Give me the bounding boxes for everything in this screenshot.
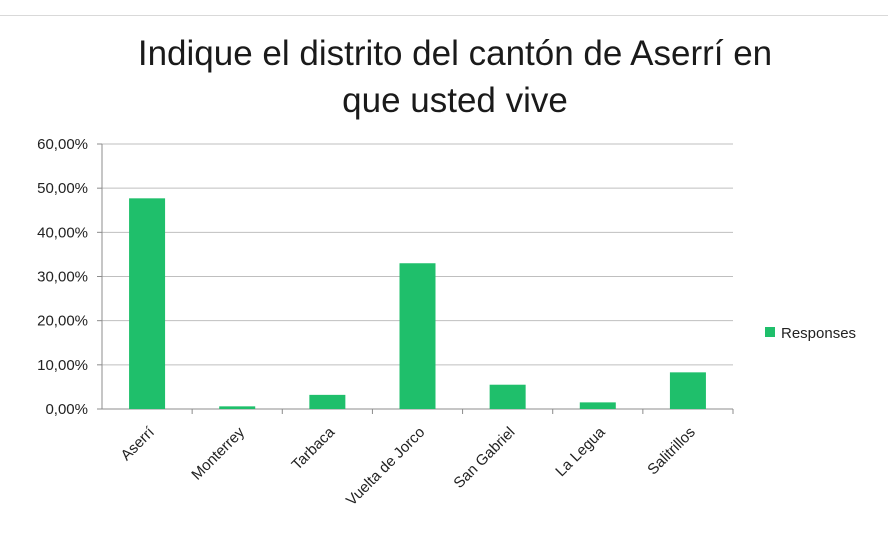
x-tick-label: Aserrí <box>118 423 159 464</box>
chart-title: Indique el distrito del cantón de Aserrí… <box>60 30 850 124</box>
y-tick-label: 10,00% <box>37 357 88 374</box>
bar <box>669 372 706 409</box>
y-tick-label: 50,00% <box>37 180 88 197</box>
y-tick-label: 30,00% <box>37 269 88 286</box>
y-tick-label: 20,00% <box>37 313 88 330</box>
bar <box>219 406 256 409</box>
legend-label: Responses <box>781 325 856 342</box>
x-tick-label: Tarbaca <box>288 423 338 473</box>
legend-swatch <box>765 327 775 337</box>
bar <box>129 198 166 409</box>
chart-title-line-1: Indique el distrito del cantón de Aserrí… <box>137 34 773 73</box>
x-tick-label: Salitrillos <box>644 424 698 478</box>
x-tick-label: San Gabriel <box>450 424 518 492</box>
y-tick-label: 40,00% <box>37 224 88 241</box>
bar <box>579 402 616 409</box>
chart-title-line-2: que usted vive <box>342 81 568 120</box>
bar <box>489 384 526 409</box>
top-divider <box>0 15 888 16</box>
y-tick-label: 60,00% <box>37 136 88 153</box>
x-tick-label: La Legua <box>552 423 609 480</box>
bar <box>309 394 346 409</box>
y-tick-label: 0,00% <box>45 401 88 418</box>
x-tick-label: Monterrey <box>188 423 248 483</box>
x-tick-label: Vuelta de Jorco <box>343 424 428 509</box>
bar <box>399 263 436 409</box>
